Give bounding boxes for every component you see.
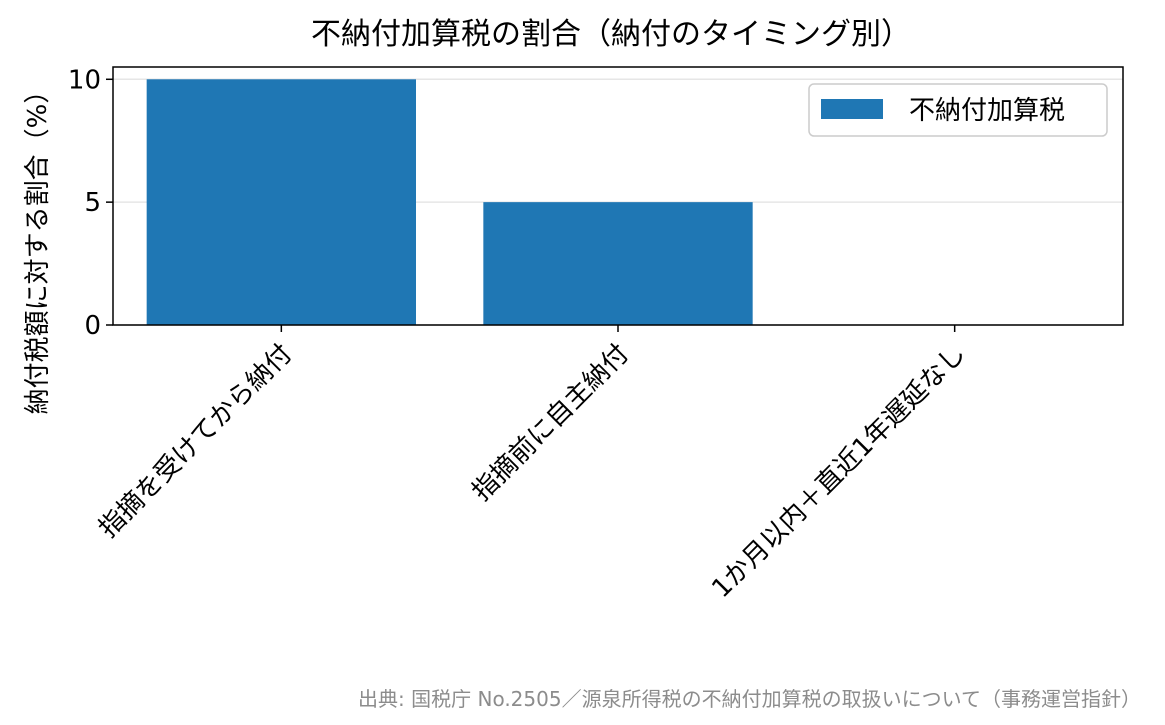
source-note: 出典: 国税庁 No.2505／源泉所得税の不納付加算税の取扱いについて（事務運… [358, 687, 1141, 711]
x-tick-label: 指摘を受けてから納付 [93, 339, 298, 544]
chart-title: 不納付加算税の割合（納付のタイミング別） [311, 17, 911, 52]
legend-label: 不納付加算税 [909, 96, 1065, 126]
y-tick-label: 10 [68, 65, 101, 95]
legend-box [808, 83, 1108, 137]
x-tick-label: 1か月以内＋直近1年遅延なし [706, 339, 971, 604]
x-tick-label: 指摘前に自主納付 [467, 339, 635, 507]
y-tick-label: 0 [84, 311, 101, 341]
legend: 不納付加算税 [808, 83, 1108, 137]
y-axis-label: 納付税額に対する割合（%） [23, 78, 53, 415]
y-axis-ticks: 0 5 10 [68, 65, 113, 341]
y-tick-label: 5 [84, 188, 101, 218]
bars [146, 79, 753, 326]
x-axis-ticks: 指摘を受けてから納付 指摘前に自主納付 1か月以内＋直近1年遅延なし [93, 325, 972, 604]
bar-2 [483, 202, 753, 325]
bar-1 [146, 79, 416, 326]
legend-swatch [821, 99, 883, 119]
